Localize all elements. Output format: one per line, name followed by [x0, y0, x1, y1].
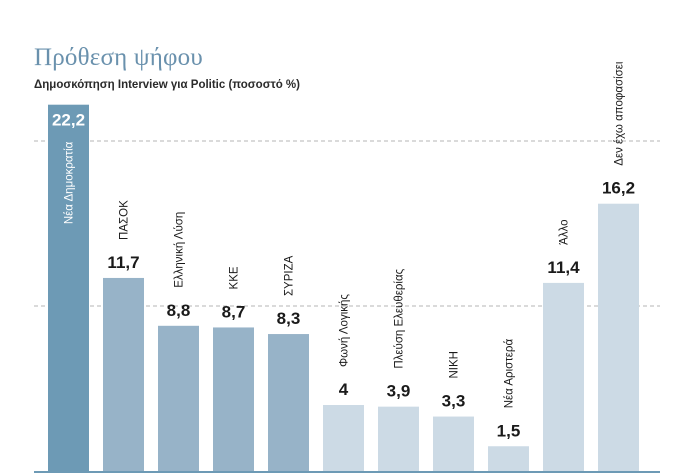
data-label: 1,5	[497, 421, 521, 440]
data-label: 8,3	[277, 309, 301, 328]
category-label: ΚΚΕ	[229, 266, 241, 289]
category-label: Δεν έχω αποφασίσει	[614, 61, 626, 166]
bar	[488, 446, 529, 471]
data-label: 22,2	[52, 111, 85, 130]
chart-subtitle: Δημοσκόπηση Interview για Politic (ποσοσ…	[34, 79, 300, 91]
data-label: 11,4	[547, 258, 580, 277]
bar	[103, 277, 144, 471]
data-label: 11,7	[107, 253, 139, 272]
bar	[378, 406, 419, 471]
bar	[323, 405, 364, 471]
data-label: 3,3	[442, 392, 466, 411]
bar	[48, 104, 89, 471]
bar	[213, 327, 254, 471]
category-label: ΠΑΣΟΚ	[119, 200, 131, 240]
category-label: Ελληνική Λύση	[174, 212, 186, 288]
bar	[158, 325, 199, 471]
chart-title: Πρόθεση ψήφου	[34, 44, 203, 71]
category-label: Νέα Αριστερά	[504, 339, 516, 409]
data-label: 16,2	[602, 179, 635, 198]
bar	[543, 282, 584, 471]
bar	[268, 334, 309, 471]
category-label: Νέα Δημοκρατία	[64, 141, 76, 224]
bar	[598, 203, 639, 471]
category-label: Φωνή Λογικής	[339, 294, 351, 367]
bar	[433, 416, 474, 471]
category-label: ΣΥΡΙΖΑ	[284, 255, 296, 296]
category-label: Πλεύση Ελευθερίας	[394, 268, 406, 368]
category-label: Άλλο	[559, 219, 571, 244]
data-label: 3,9	[387, 382, 411, 401]
data-label: 8,7	[222, 302, 246, 321]
data-label: 4	[339, 380, 349, 399]
category-label: ΝΙΚΗ	[449, 351, 461, 378]
data-label: 8,8	[167, 301, 191, 320]
